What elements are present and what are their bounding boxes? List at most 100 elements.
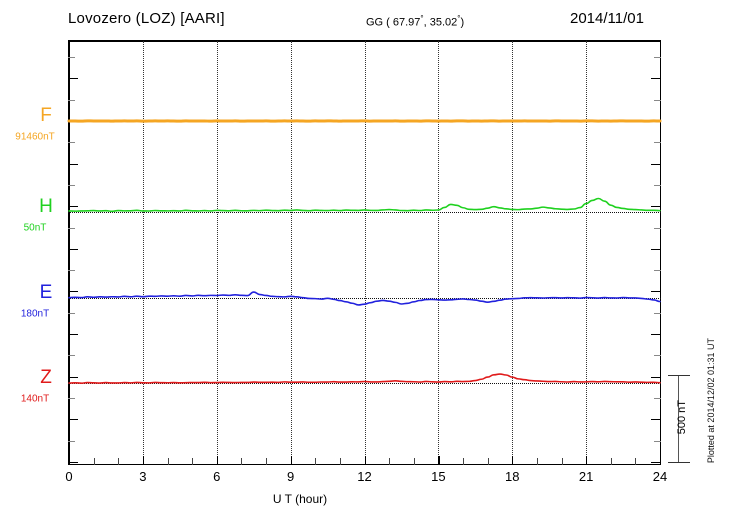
coords-suffix: ) [460,16,465,29]
x-label-6: 6 [213,469,221,484]
coords-mid: , 35.02 [423,16,458,29]
x-tick-21 [586,456,588,465]
x-tick-11 [339,458,341,465]
baseline-H [68,212,661,213]
x-label-21: 21 [578,469,594,484]
y-tick-right-1 [654,57,661,59]
scale-bar-top-cap [668,375,690,377]
x-tick-9 [290,456,292,465]
degree-symbol-2: ° [457,14,461,23]
gridline-hour-3 [142,41,144,463]
x-tick-17 [487,458,489,465]
degree-symbol-1: ° [420,14,424,23]
y-tick-14 [68,334,78,335]
scale-bar-label: 500 nT [676,400,688,435]
y-tick-right-2 [651,78,661,80]
geographic-coordinates: GG ( 67.97°, 35.02°) [366,14,464,29]
observation-date: 2014/11/01 [570,10,644,27]
x-tick-6 [216,456,218,465]
x-tick-7 [241,458,243,465]
gridline-hour-15 [438,41,440,463]
y-tick-16 [68,376,78,378]
y-tick-15 [68,355,75,357]
component-value-H: 50nT [23,222,47,234]
component-letter-E: E [39,282,53,303]
x-label-18: 18 [505,469,520,484]
x-tick-0 [69,456,71,465]
x-tick-3 [142,456,145,465]
y-tick-right-14 [651,334,661,335]
component-letter-F: F [40,105,52,126]
axis-frame-left [68,40,70,465]
x-label-3: 3 [139,469,147,484]
x-tick-8 [266,458,267,465]
x-tick-14 [413,458,415,465]
y-tick-right-5 [654,142,661,144]
y-tick-12 [68,291,78,293]
y-tick-right-6 [651,163,661,165]
trace-Z [68,373,661,384]
x-tick-2 [118,458,120,465]
plotted-timestamp: Plotted at 2014/12/02 01:31 UT [706,338,716,464]
x-label-15: 15 [431,469,446,484]
x-tick-20 [561,458,563,465]
x-tick-19 [536,458,538,465]
trace-H [68,197,661,213]
baseline-Z [68,383,661,384]
y-tick-right-20 [651,461,661,463]
y-tick-right-7 [654,184,661,186]
y-tick-5 [68,142,75,144]
y-tick-right-13 [654,312,661,314]
page-title: Lovozero (LOZ) [AARI] [68,10,225,27]
gridline-hour-18 [512,41,514,463]
y-tick-13 [68,312,75,314]
y-tick-right-10 [651,248,661,250]
y-tick-right-18 [651,419,661,421]
plot-area [67,40,662,465]
gridline-hour-9 [290,41,292,463]
y-tick-8 [68,206,78,208]
gridline-hour-12 [364,41,366,463]
x-axis-title: U T (hour) [272,492,328,506]
y-tick-right-12 [651,291,661,293]
x-tick-10 [315,458,317,465]
y-tick-right-15 [654,355,661,357]
y-tick-right-19 [654,440,661,442]
x-tick-24 [660,456,662,465]
trace-E [68,291,661,306]
y-tick-right-8 [651,206,661,208]
y-tick-right-16 [651,376,661,378]
x-tick-22 [610,458,612,465]
x-label-24: 24 [652,469,668,484]
y-tick-7 [68,184,75,186]
y-tick-right-3 [654,99,661,101]
x-tick-12 [364,456,366,465]
component-letter-Z: Z [40,367,52,388]
coords-prefix: GG ( 67.97 [366,16,421,29]
x-tick-5 [192,458,194,465]
y-tick-11 [68,270,75,272]
x-label-12: 12 [357,469,372,484]
scale-bar-bottom-cap [668,461,690,463]
y-tick-3 [68,99,75,101]
axis-frame-right [659,40,661,465]
x-tick-4 [167,458,169,465]
y-tick-6 [68,163,78,165]
x-label-9: 9 [287,469,295,484]
x-tick-13 [389,458,391,465]
x-tick-18 [512,456,514,465]
x-label-0: 0 [65,469,73,484]
y-tick-1 [68,57,75,59]
baseline-E [68,298,661,299]
x-tick-15 [438,456,440,465]
y-tick-2 [68,78,78,80]
y-tick-10 [68,248,78,250]
scale-bar-vertical [678,375,680,463]
x-tick-1 [93,458,95,465]
scale-bar [668,375,690,463]
component-value-F: 91460nT [15,131,55,143]
component-value-E: 180nT [20,308,50,320]
y-tick-right-17 [654,397,661,399]
x-tick-16 [463,458,464,465]
